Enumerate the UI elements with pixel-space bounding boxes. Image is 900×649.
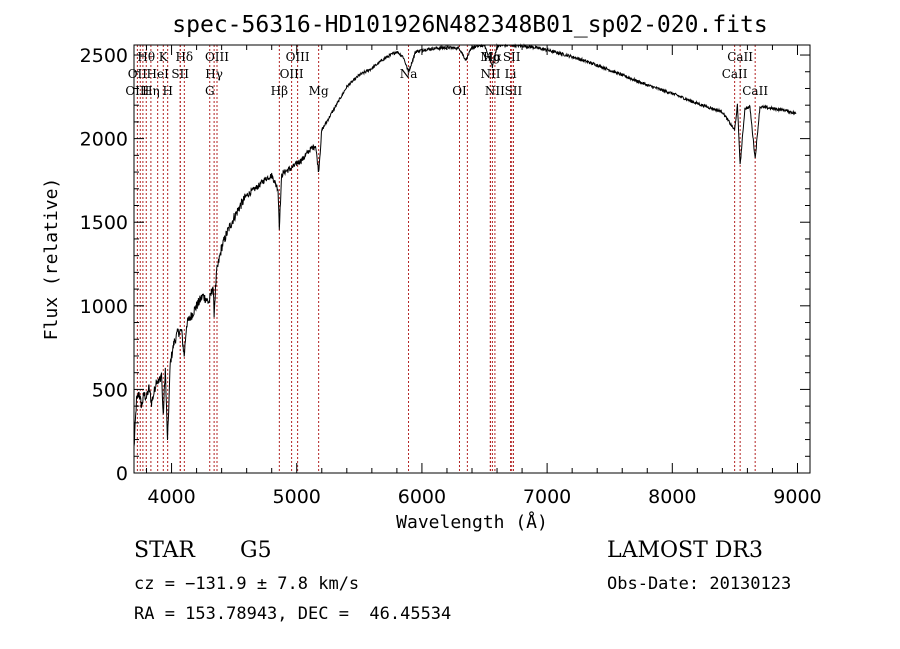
x-tick-label: 6000 <box>398 486 446 508</box>
marker-label: Hδ <box>175 50 193 64</box>
marker-label: H <box>162 84 172 98</box>
x-tick-label: 9000 <box>773 486 821 508</box>
y-tick-label: 500 <box>92 379 128 401</box>
marker-label: SII <box>171 67 189 81</box>
y-tick-label: 2000 <box>80 129 128 151</box>
marker-label: OIII <box>205 50 229 64</box>
x-axis-ticks: 4000 5000 6000 7000 8000 9000 <box>146 45 822 508</box>
marker-label: Hα <box>483 50 502 64</box>
marker-label: CaII <box>722 67 748 81</box>
marker-label: SII <box>505 84 523 98</box>
survey-label: LAMOST DR3 <box>607 538 763 563</box>
marker-label: SII <box>503 50 521 64</box>
plot-frame <box>133 44 811 474</box>
y-tick-label: 2500 <box>80 45 128 67</box>
marker-label: Hγ <box>205 67 223 81</box>
spectrum-series-line <box>133 43 797 447</box>
subclass-label: G5 <box>240 538 272 563</box>
y-tick-label: 1500 <box>80 212 128 234</box>
x-tick-label: 8000 <box>648 486 696 508</box>
marker-label: OIII <box>286 50 310 64</box>
marker-label: OIII <box>125 84 149 98</box>
marker-label: Mg <box>309 84 329 98</box>
marker-label: CaII <box>727 50 753 64</box>
marker-label: OIII <box>280 67 304 81</box>
y-tick-label: 0 <box>116 463 128 485</box>
x-tick-label: 7000 <box>523 486 571 508</box>
x-tick-label: 5000 <box>273 486 321 508</box>
object-class-label: STAR <box>134 538 195 563</box>
marker-label: Hθ <box>137 50 155 64</box>
marker-label: G <box>205 84 215 98</box>
marker-label: NII <box>481 67 501 81</box>
marker-label: OII <box>128 67 148 81</box>
marker-label: Hβ <box>271 84 288 98</box>
spectral-line-markers <box>136 45 756 473</box>
marker-label: Hη <box>142 84 160 98</box>
y-axis-ticks: 0 500 1000 1500 2000 2500 <box>80 45 810 485</box>
y-axis-label: Flux (relative) <box>41 178 62 341</box>
x-axis-label: Wavelength (Å) <box>396 511 548 533</box>
y-tick-label: 1000 <box>80 296 128 318</box>
redshift-readout: cz = −131.9 ± 7.8 km/s <box>134 574 360 594</box>
marker-label: CaII <box>742 84 768 98</box>
marker-label: HeI <box>147 67 170 81</box>
marker-label: Na <box>400 67 418 81</box>
chart-title: spec-56316-HD101926N482348B01_sp02-020.f… <box>172 12 767 38</box>
obs-date-readout: Obs-Date: 20130123 <box>607 574 792 594</box>
marker-label: OI <box>452 84 467 98</box>
coordinates-readout: RA = 153.78943, DEC = 46.45534 <box>134 604 452 624</box>
marker-label: NII <box>485 84 505 98</box>
marker-label: Li <box>505 67 517 81</box>
marker-label: K <box>159 50 169 64</box>
x-tick-label: 4000 <box>147 486 195 508</box>
